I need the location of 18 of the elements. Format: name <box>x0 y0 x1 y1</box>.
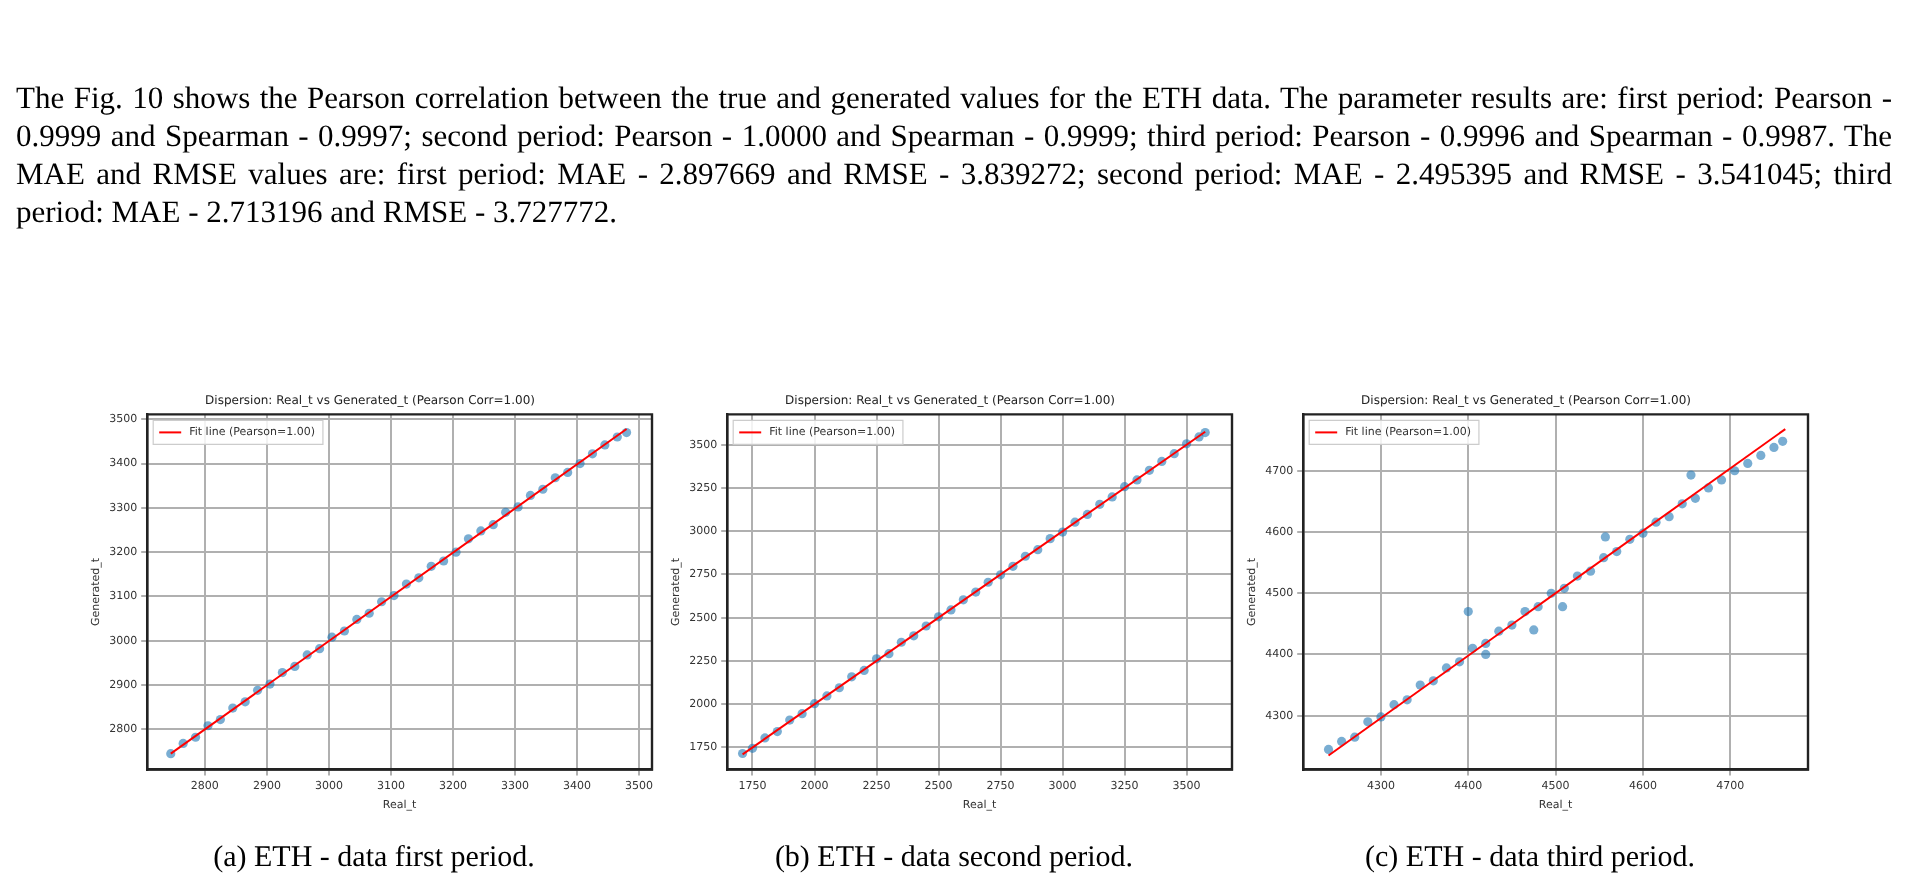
point <box>1323 744 1334 754</box>
point <box>1778 436 1788 446</box>
point <box>1481 649 1491 660</box>
text: (b) ETH - data second period. <box>772 842 1136 876</box>
point <box>1730 466 1740 476</box>
point <box>1769 442 1779 453</box>
point <box>1363 717 1373 727</box>
text: The Fig. 10 shows the Pearson correlation between the true and generated values for the ETH data. The parameter results are: first period: Pearson - 0.9999 and Spearman - 0.9997; second period: Pearson - 1.0000 and Spearman - 0.9999; third period: Pearson - 0.9996 and Spearman - 0.9987. The MAE and RMSE values are: first period: MAE - 2.897669 and RMSE - 3.839272; second period: MAE - 2.495395 and RMSE - 3.541045; third period: MAE - 2.713196 and RMSE - 3.727772. <box>16 80 1892 232</box>
point <box>1463 607 1473 617</box>
point <box>1756 450 1766 461</box>
point <box>1529 625 1539 635</box>
point <box>1686 470 1696 480</box>
text: (c) ETH - data third period. <box>1363 842 1697 876</box>
point <box>1743 458 1753 468</box>
text: (a) ETH - data first period. <box>211 842 537 876</box>
point <box>1600 532 1610 542</box>
point <box>1557 602 1568 612</box>
point <box>1690 493 1700 503</box>
